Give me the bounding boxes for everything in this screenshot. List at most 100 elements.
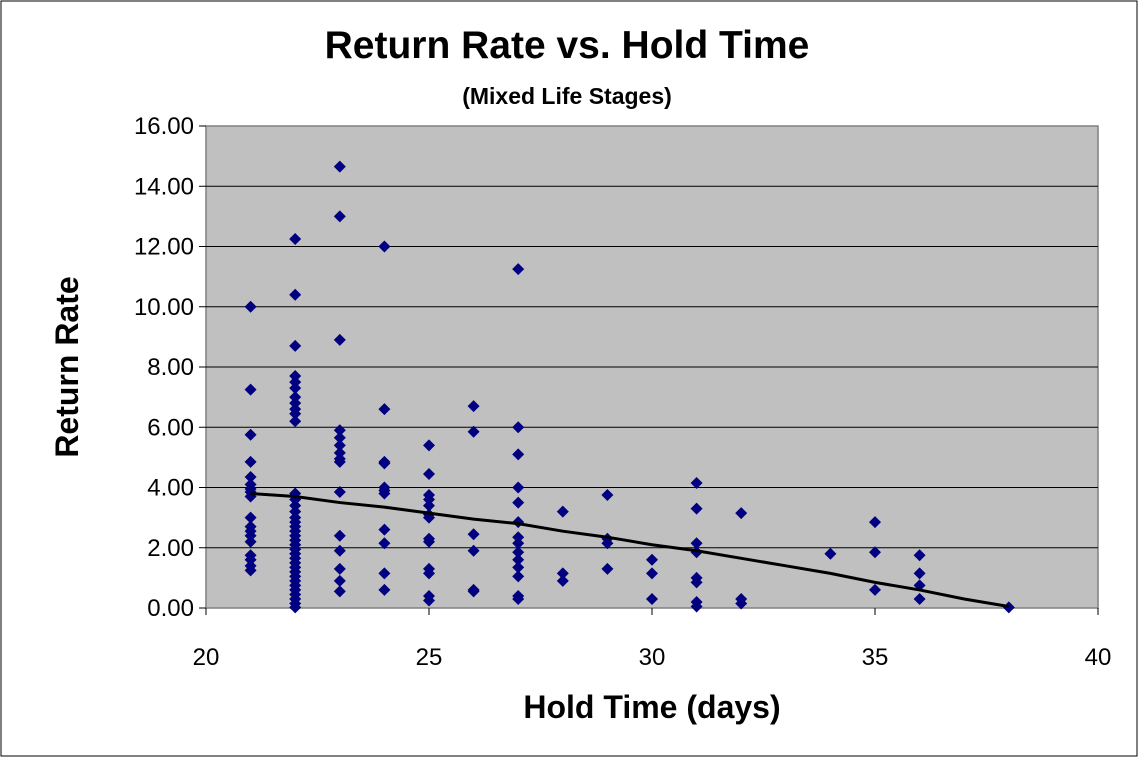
data-point <box>333 160 346 173</box>
data-point <box>735 597 748 610</box>
data-point <box>289 415 302 428</box>
data-point <box>512 570 525 583</box>
data-point <box>244 535 257 548</box>
data-point <box>690 476 703 489</box>
data-point <box>378 537 391 550</box>
data-point <box>289 601 302 614</box>
y-tick-label: 16.00 <box>134 113 194 140</box>
data-point <box>333 431 346 444</box>
x-tick-label: 20 <box>193 644 220 671</box>
data-point <box>735 507 748 520</box>
data-point <box>289 397 302 410</box>
data-point <box>690 502 703 515</box>
y-tick-label: 2.00 <box>147 535 194 562</box>
data-point <box>333 562 346 575</box>
data-point <box>289 391 302 404</box>
data-point <box>244 383 257 396</box>
data-point <box>601 489 614 502</box>
data-points <box>244 160 1015 614</box>
data-point <box>333 439 346 452</box>
data-point <box>423 594 435 607</box>
data-point <box>378 583 391 596</box>
y-tick-label: 4.00 <box>147 475 194 502</box>
data-point <box>378 457 391 470</box>
data-point <box>423 567 435 580</box>
data-point <box>333 446 346 459</box>
data-point <box>512 496 525 509</box>
data-point <box>512 561 525 574</box>
data-point <box>333 210 346 223</box>
data-point <box>690 576 703 589</box>
x-tick-label: 35 <box>862 644 889 671</box>
data-point <box>556 574 569 587</box>
data-point <box>244 470 257 483</box>
data-point <box>289 499 302 512</box>
data-point <box>333 486 346 499</box>
data-point <box>289 370 302 383</box>
data-point <box>690 537 703 550</box>
x-tick-label: 40 <box>1085 644 1112 671</box>
x-axis-title: Hold Time (days) <box>523 689 780 725</box>
data-point <box>289 382 302 395</box>
y-tick-label: 10.00 <box>134 294 194 321</box>
x-tick-label: 25 <box>416 644 443 671</box>
data-point <box>378 487 391 500</box>
data-point <box>646 567 658 580</box>
gridlines <box>206 185 1098 549</box>
chart-title: Return Rate vs. Hold Time <box>325 24 810 67</box>
data-point <box>333 424 346 437</box>
data-point <box>467 585 480 598</box>
data-point <box>289 232 302 245</box>
data-point <box>289 339 302 352</box>
data-point <box>244 529 257 542</box>
data-point <box>244 300 257 313</box>
data-point <box>244 553 257 566</box>
data-point <box>913 592 926 605</box>
y-axis-title: Return Rate <box>49 276 85 457</box>
chart-subtitle: (Mixed Life Stages) <box>462 83 672 109</box>
data-point <box>690 600 703 613</box>
data-point <box>378 403 391 416</box>
data-point <box>646 592 658 605</box>
y-tick-label: 8.00 <box>147 354 194 381</box>
data-point <box>512 263 525 276</box>
data-point <box>244 455 257 468</box>
data-point <box>289 505 302 518</box>
data-point <box>423 499 435 512</box>
y-tick-label: 14.00 <box>134 173 194 200</box>
data-point <box>333 333 346 346</box>
data-point <box>423 493 435 506</box>
data-point <box>512 592 525 605</box>
data-point <box>512 531 525 544</box>
data-point <box>913 567 926 580</box>
data-point <box>333 574 346 587</box>
data-point <box>869 546 881 559</box>
data-point <box>512 481 525 494</box>
data-point <box>289 376 302 389</box>
data-point <box>333 585 346 598</box>
data-point <box>467 544 480 557</box>
data-point <box>423 535 435 548</box>
data-point <box>1002 601 1015 614</box>
data-point <box>601 562 614 575</box>
data-point <box>601 537 614 550</box>
y-tick-label: 0.00 <box>147 595 194 622</box>
data-point <box>869 583 881 596</box>
x-axis-ticks: 20 25 30 35 40 <box>193 608 1112 671</box>
data-point <box>824 547 837 560</box>
data-point <box>244 511 257 524</box>
data-point <box>378 523 391 536</box>
data-point <box>512 421 525 434</box>
x-tick-label: 30 <box>639 644 666 671</box>
data-point <box>244 564 257 577</box>
data-point <box>556 567 569 580</box>
y-axis-ticks: 0.00 2.00 4.00 6.00 8.00 10.00 12.00 14.00 16.00 <box>134 113 206 622</box>
y-tick-label: 6.00 <box>147 414 194 441</box>
data-point <box>333 544 346 557</box>
data-point <box>512 553 525 566</box>
data-point <box>512 546 525 559</box>
data-point <box>289 407 302 420</box>
data-point <box>467 528 480 541</box>
